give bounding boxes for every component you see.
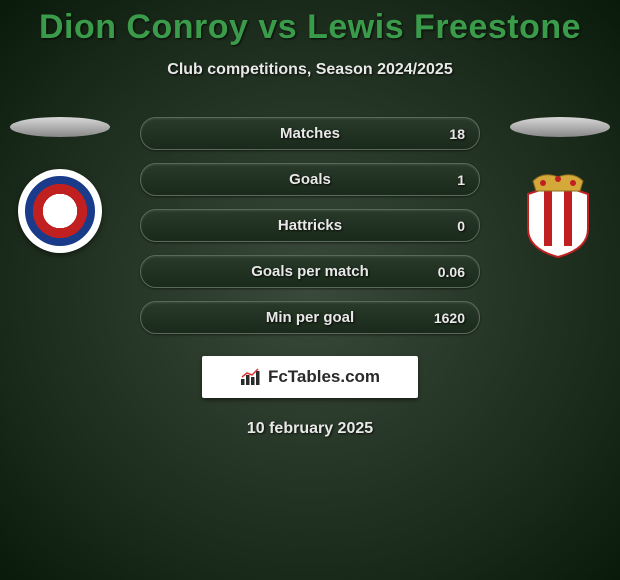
comparison-area: Matches 18 Goals 1 Hattricks 0 Goals per… <box>0 117 620 438</box>
brand-badge: FcTables.com <box>202 356 418 398</box>
stat-row: Min per goal 1620 <box>140 301 480 334</box>
stat-label: Matches <box>280 125 340 142</box>
stats-list: Matches 18 Goals 1 Hattricks 0 Goals per… <box>140 117 480 334</box>
stat-label: Hattricks <box>278 217 342 234</box>
stat-label: Goals <box>289 171 331 188</box>
stat-row: Hattricks 0 <box>140 209 480 242</box>
stat-right-value: 1 <box>457 172 465 188</box>
right-team-crest <box>518 169 602 253</box>
right-platform <box>510 117 610 137</box>
brand-text: FcTables.com <box>268 367 380 387</box>
subtitle: Club competitions, Season 2024/2025 <box>0 61 620 79</box>
stat-right-value: 0 <box>457 218 465 234</box>
stat-right-value: 0.06 <box>438 264 465 280</box>
stat-row: Goals per match 0.06 <box>140 255 480 288</box>
page-title: Dion Conroy vs Lewis Freestone <box>0 0 620 47</box>
stat-label: Min per goal <box>266 309 354 326</box>
left-team-crest <box>18 169 102 253</box>
stat-right-value: 18 <box>449 126 465 142</box>
stat-label: Goals per match <box>251 263 369 280</box>
crest-badge-icon <box>18 169 102 253</box>
crest-shield-icon <box>518 169 598 259</box>
stat-row: Goals 1 <box>140 163 480 196</box>
date-label: 10 february 2025 <box>0 420 620 438</box>
left-platform <box>10 117 110 137</box>
stat-right-value: 1620 <box>434 310 465 326</box>
stat-row: Matches 18 <box>140 117 480 150</box>
bar-chart-icon <box>240 368 262 386</box>
